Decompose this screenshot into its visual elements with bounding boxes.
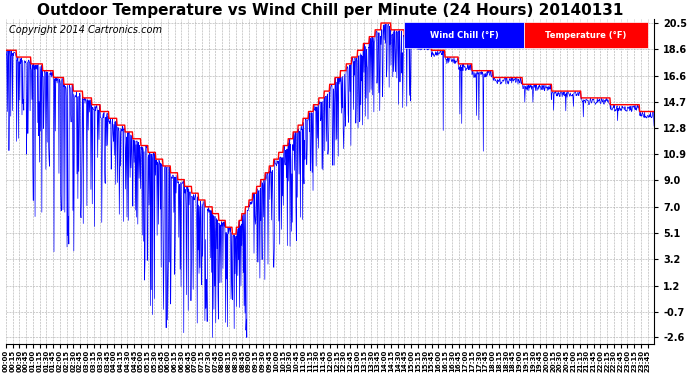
Title: Outdoor Temperature vs Wind Chill per Minute (24 Hours) 20140131: Outdoor Temperature vs Wind Chill per Mi… [37,3,623,18]
FancyBboxPatch shape [404,22,524,48]
Text: Wind Chill (°F): Wind Chill (°F) [430,31,499,40]
Text: Copyright 2014 Cartronics.com: Copyright 2014 Cartronics.com [9,26,162,36]
FancyBboxPatch shape [524,22,648,48]
Text: Temperature (°F): Temperature (°F) [545,31,627,40]
